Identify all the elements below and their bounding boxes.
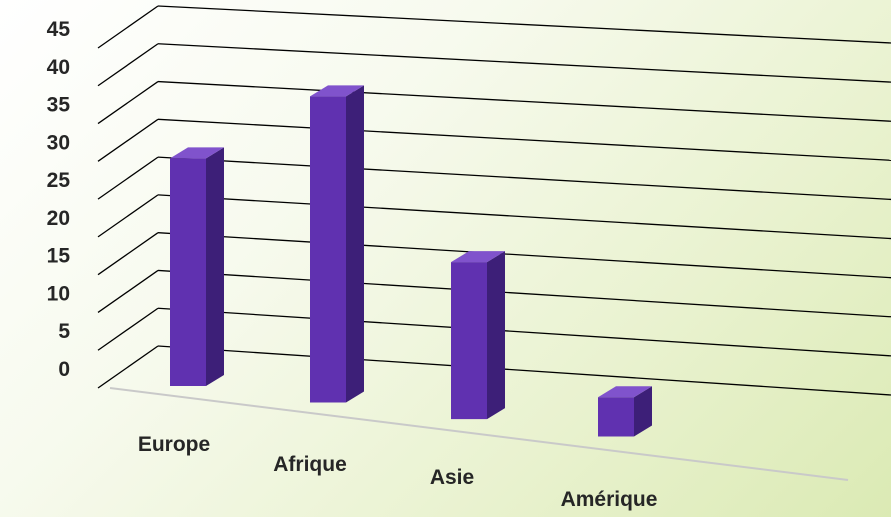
gridline-diagonal <box>97 194 159 238</box>
chart-floor <box>109 387 849 481</box>
gridline <box>157 194 891 240</box>
gridline <box>157 232 891 279</box>
bar-side-face <box>206 147 224 386</box>
y-tick-label: 15 <box>47 245 71 268</box>
bar-front-face <box>451 262 487 420</box>
gridline <box>157 5 891 44</box>
y-tick-label: 35 <box>47 94 71 117</box>
gridline-diagonal <box>97 43 159 87</box>
y-tick-label: 25 <box>47 169 71 192</box>
y-axis-tick-labels: 0 5 10 15 20 25 30 35 40 45 <box>47 18 71 381</box>
gridline-diagonal <box>97 269 159 313</box>
gridline <box>157 43 891 83</box>
bar-amérique <box>598 386 652 437</box>
gridlines <box>97 5 891 396</box>
gridline <box>157 156 891 201</box>
category-label: Europe <box>138 433 210 456</box>
bar-asie <box>451 251 505 420</box>
bar-top-face <box>451 251 505 263</box>
gridline-diagonal <box>97 156 159 200</box>
y-tick-label: 10 <box>47 282 70 305</box>
bar-front-face <box>170 158 206 386</box>
gridline <box>157 307 891 357</box>
gridline <box>157 269 891 318</box>
category-label: Asie <box>430 466 474 489</box>
floor-edge <box>109 387 849 481</box>
y-tick-label: 40 <box>47 56 70 79</box>
bar-side-face <box>487 251 505 420</box>
category-labels: Europe Afrique Asie Amérique <box>138 433 658 511</box>
y-tick-label: 30 <box>47 131 70 154</box>
bar-side-face <box>634 386 652 437</box>
bar-afrique <box>310 85 364 403</box>
gridline <box>157 345 891 396</box>
y-tick-label: 45 <box>47 18 71 41</box>
gridline-diagonal <box>97 232 159 276</box>
gridline-diagonal <box>97 81 159 125</box>
gridline-diagonal <box>97 5 159 49</box>
gridline-diagonal <box>97 345 159 389</box>
bar-top-face <box>170 147 224 159</box>
y-tick-label: 0 <box>58 358 70 381</box>
bars <box>170 85 652 437</box>
bar-front-face <box>598 397 634 437</box>
bar-front-face <box>310 96 346 403</box>
gridline-diagonal <box>97 307 159 351</box>
category-label: Afrique <box>273 453 347 476</box>
y-tick-label: 20 <box>47 207 70 230</box>
bar-top-face <box>310 85 364 97</box>
bar-europe <box>170 147 224 386</box>
gridline-diagonal <box>97 118 159 162</box>
category-label: Amérique <box>561 488 658 511</box>
gridline <box>157 80 891 122</box>
bar-top-face <box>598 386 652 398</box>
bar-side-face <box>346 85 364 403</box>
gridline <box>157 118 891 161</box>
y-tick-label: 5 <box>58 320 70 343</box>
